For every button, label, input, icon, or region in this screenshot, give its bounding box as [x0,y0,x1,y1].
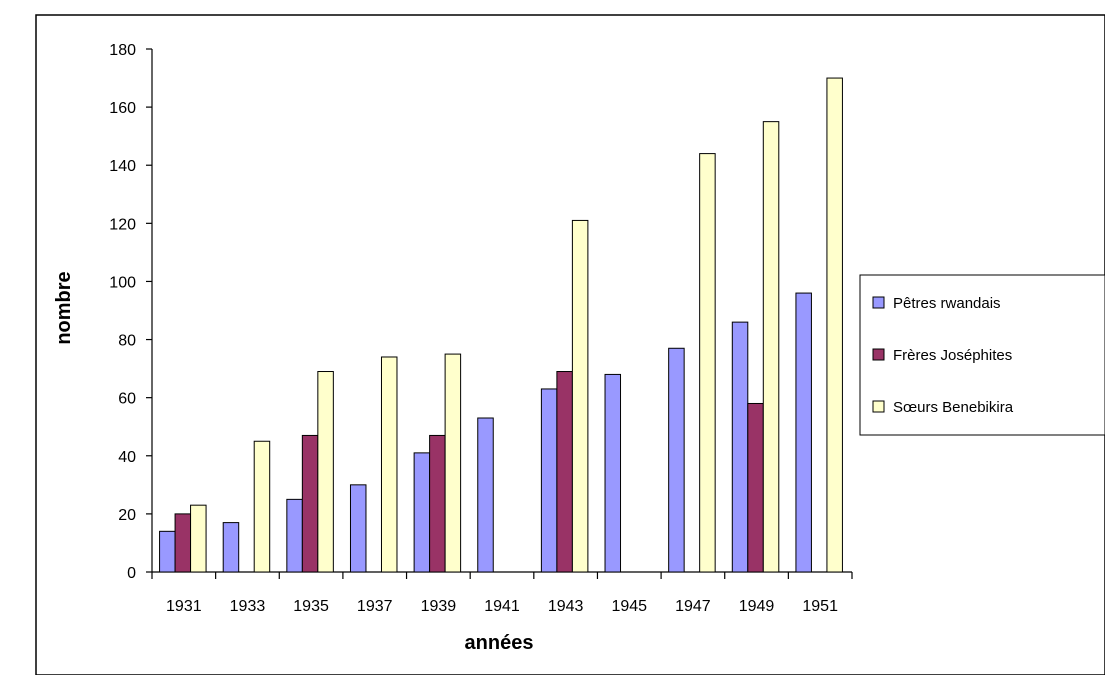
y-tick-label: 60 [118,391,136,408]
bar-2-1939 [429,434,446,573]
x-tick-label: 1943 [548,598,584,615]
bar-2-1949 [747,402,764,573]
y-tick-label: 0 [127,565,136,582]
x-tick-label: 1935 [293,598,329,615]
legend-swatch [872,348,885,361]
y-tick-label: 80 [118,333,136,350]
bar-1-1949 [731,321,749,573]
bar-1-1939 [413,452,431,573]
bar-3-1933 [253,440,271,573]
bar-1-1947 [668,347,685,573]
x-tick-label: 1941 [484,598,520,615]
x-tick-label: 1937 [357,598,393,615]
y-tick-label: 160 [109,100,136,117]
bar-2-1931 [174,513,192,573]
bar-2-1943 [556,371,573,573]
y-axis: 0 20 40 60 80 100 120 140 160 180 [109,42,153,582]
legend-swatch [872,296,885,309]
legend-label: Pêtres rwandais [893,295,1001,312]
y-tick-label: 180 [109,42,136,59]
bar-2-1935 [301,434,319,573]
x-tick-label: 1933 [230,598,266,615]
bar-1-1941 [477,417,494,573]
y-tick-label: 140 [109,158,136,175]
bar-1-1931 [159,530,176,573]
bars [159,77,843,573]
y-tick-label: 120 [109,216,136,233]
x-tick-label: 1939 [421,598,457,615]
legend-swatch [872,400,885,413]
legend-label: Frères Joséphites [893,347,1012,364]
bar-1-1935 [286,498,303,573]
bar-3-1949 [762,121,780,573]
bar-3-1943 [571,219,589,573]
y-axis-title: nombre [53,271,75,344]
bar-3-1931 [190,504,207,573]
bar-1-1951 [795,292,812,573]
bar-1-1937 [349,484,367,573]
x-tick-label: 1951 [802,598,838,615]
x-tick-label: 1945 [611,598,647,615]
bar-1-1943 [540,388,558,573]
x-tick-label: 1931 [166,598,202,615]
x-tick-label: 1949 [739,598,775,615]
y-tick-label: 40 [118,449,136,466]
legend-box [859,274,1105,436]
bar-3-1939 [444,353,462,573]
bar-3-1947 [699,153,716,573]
x-tick-label: 1947 [675,598,711,615]
y-tick-label: 20 [118,507,136,524]
x-axis-title: années [465,632,534,654]
legend-label: Sœurs Benebikira [893,399,1014,416]
bar-3-1937 [380,356,398,573]
legend: Pêtres rwandais Frères Joséphites Sœurs Be… [859,274,1105,436]
bar-1-1945 [604,373,622,573]
bar-3-1951 [826,77,843,573]
bar-1-1933 [222,522,240,573]
bar-3-1935 [317,371,334,573]
y-tick-label: 100 [109,274,136,291]
